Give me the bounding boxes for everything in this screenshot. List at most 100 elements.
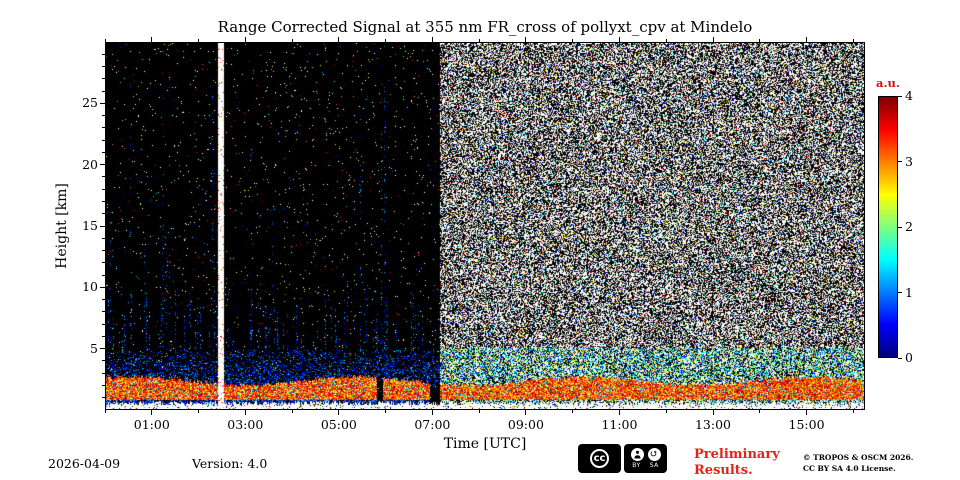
x-tick-label: 15:00 [788, 417, 825, 432]
colorbar-tick-label: 0 [905, 350, 913, 365]
y-minor-tick [102, 200, 105, 202]
x-major-tick-top [712, 37, 714, 42]
colorbar-tick [898, 292, 902, 293]
y-minor-tick [102, 250, 105, 252]
colorbar-tick [898, 95, 902, 97]
x-major-tick-top [338, 37, 340, 42]
y-minor-tick [102, 274, 105, 276]
y-tick-label: 25 [82, 95, 98, 111]
y-minor-tick [102, 90, 105, 92]
heatmap-canvas [106, 43, 864, 409]
cc-logo-box: cc [578, 444, 621, 473]
colorbar-tick-label: 4 [905, 88, 913, 103]
colorbar-tick [898, 357, 902, 359]
copyright-line1: © TROPOS & OSCM 2026. [803, 453, 914, 462]
x-tick-label: 09:00 [507, 417, 544, 432]
chart-title: Range Corrected Signal at 355 nm FR_cros… [217, 18, 753, 36]
preliminary-results-note: Preliminary Results. [694, 447, 780, 478]
x-major-tick-top [618, 37, 620, 42]
y-minor-tick [102, 176, 105, 178]
x-tick-label: 01:00 [133, 417, 170, 432]
colorbar-tick-label: 3 [905, 153, 913, 169]
sa-arrow-icon: ↺ [647, 448, 661, 461]
y-minor-tick [102, 237, 105, 239]
x-tick-label: 03:00 [227, 417, 264, 432]
y-minor-tick [102, 78, 105, 80]
y-minor-tick [102, 299, 105, 301]
x-major-tick-top [244, 37, 246, 42]
y-major-tick [100, 348, 105, 350]
x-minor-tick-top [478, 39, 480, 42]
y-minor-tick [102, 311, 105, 313]
x-minor-tick-top [291, 39, 293, 42]
cc-license-badge: cc ↺ BY SA [578, 444, 667, 473]
y-minor-tick [102, 397, 105, 399]
y-tick-label: 15 [82, 218, 98, 233]
x-tick-label: 05:00 [320, 417, 357, 432]
x-minor-tick-top [759, 39, 761, 42]
plot-area [105, 42, 865, 410]
x-tick-label: 07:00 [414, 417, 451, 432]
x-major-tick [712, 410, 714, 415]
x-major-tick-top [431, 37, 433, 42]
y-minor-tick [102, 372, 105, 374]
measurement-date: 2026-04-09 [48, 456, 121, 471]
y-minor-tick [102, 335, 105, 337]
copyright-note: © TROPOS & OSCM 2026. CC BY SA 4.0 Licen… [803, 452, 913, 475]
x-minor-tick [852, 410, 854, 413]
y-minor-tick [102, 323, 105, 325]
x-minor-tick [478, 410, 480, 413]
by-label: BY [632, 462, 641, 469]
y-minor-tick [102, 139, 105, 141]
colorbar-gradient [879, 97, 897, 357]
x-major-tick [244, 410, 246, 415]
x-minor-tick [759, 410, 761, 413]
y-major-tick [100, 164, 105, 166]
x-minor-tick [665, 410, 667, 413]
y-minor-tick [102, 384, 105, 386]
x-tick-label: 13:00 [694, 417, 732, 432]
cc-icon: cc [590, 449, 609, 468]
sa-label: SA [649, 462, 659, 469]
y-minor-tick [102, 151, 105, 153]
by-person-icon [630, 448, 644, 461]
y-minor-tick [102, 213, 105, 215]
preliminary-line2: Results. [694, 462, 753, 478]
x-minor-tick-top [104, 39, 106, 42]
colorbar-tick-label: 1 [905, 284, 913, 300]
y-minor-tick [102, 360, 105, 362]
x-major-tick-top [525, 37, 527, 42]
x-tick-label: 11:00 [601, 417, 638, 432]
x-minor-tick-top [665, 39, 667, 42]
colorbar [878, 96, 898, 358]
x-minor-tick-top [198, 39, 200, 42]
x-major-tick [618, 410, 620, 415]
x-minor-tick [198, 410, 200, 413]
colorbar-tick-label: 2 [905, 219, 913, 234]
copyright-line2: CC BY SA 4.0 License. [803, 464, 896, 474]
x-major-tick [431, 410, 433, 415]
x-major-tick [151, 410, 153, 415]
colorbar-tick [898, 161, 902, 162]
x-minor-tick [385, 410, 387, 413]
x-major-tick-top [151, 37, 153, 42]
x-minor-tick-top [852, 39, 854, 42]
cc-by-sa-box: ↺ BY SA [624, 444, 667, 473]
y-minor-tick [102, 53, 105, 55]
y-tick-label: 10 [82, 279, 98, 295]
y-minor-tick [102, 66, 105, 68]
y-tick-label: 20 [82, 156, 98, 172]
x-major-tick-top [806, 37, 808, 42]
colorbar-tick [898, 226, 902, 228]
version-label: Version: 4.0 [192, 456, 268, 471]
preliminary-line1: Preliminary [694, 447, 780, 462]
y-minor-tick [102, 262, 105, 264]
y-minor-tick [102, 127, 105, 129]
y-major-tick [100, 286, 105, 288]
x-minor-tick-top [385, 39, 387, 42]
y-tick-label: 5 [90, 340, 98, 356]
colorbar-unit-label: a.u. [876, 76, 900, 90]
x-minor-tick [572, 410, 574, 413]
y-major-tick [100, 102, 105, 104]
